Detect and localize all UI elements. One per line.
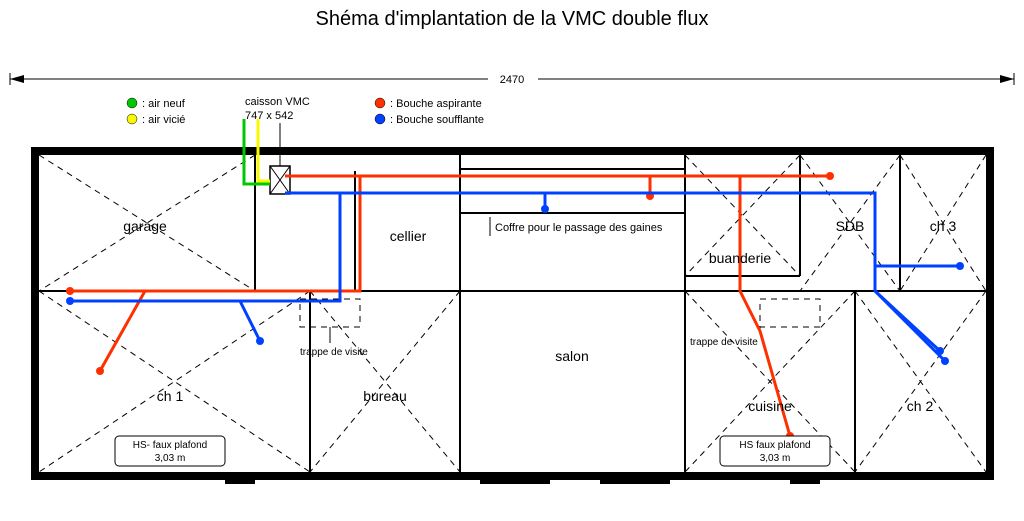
svg-text:3,03 m: 3,03 m: [155, 453, 186, 464]
room-ch3: ch 3: [930, 218, 957, 234]
hs-box-right: HS faux plafond 3,03 m: [720, 436, 830, 466]
trappe-left-label: trappe de visite: [300, 347, 368, 358]
ceiling-diagonals: [39, 155, 986, 472]
room-cuisine: cuisine: [748, 398, 792, 414]
ducts-blue: [70, 193, 960, 361]
room-ch1: ch 1: [157, 388, 184, 404]
outer-wall: [35, 151, 990, 476]
svg-text:747 x 542: 747 x 542: [245, 110, 293, 122]
air-neuf-icon: [127, 98, 137, 108]
bouche-soufflante-label: : Bouche soufflante: [390, 114, 484, 126]
room-garage: garage: [123, 218, 167, 234]
room-salon: salon: [555, 348, 588, 364]
room-ch2: ch 2: [907, 398, 934, 414]
room-bureau: bureau: [363, 388, 407, 404]
interior-walls: [39, 155, 986, 472]
bouche-aspirante-label: : Bouche aspirante: [390, 98, 482, 110]
dim-overall-label: 2470: [500, 74, 524, 86]
caisson-vmc-box: [270, 166, 290, 194]
svg-text:HS- faux plafond: HS- faux plafond: [133, 440, 208, 451]
air-vicie-icon: [127, 114, 137, 124]
floorplan-diagram: 2470 : air neuf : air vicié caisson VMC …: [0, 31, 1024, 521]
svg-text:3,03 m: 3,03 m: [760, 453, 791, 464]
dimension-overall: 2470: [10, 71, 1014, 87]
room-buanderie: buanderie: [709, 250, 771, 266]
bouche-soufflante-icon: [375, 114, 385, 124]
legend-left: : air neuf : air vicié: [127, 98, 186, 126]
svg-text:caisson VMC: caisson VMC: [245, 96, 310, 108]
room-sdb: SDB: [836, 218, 865, 234]
legend-right: : Bouche aspirante : Bouche soufflante: [375, 98, 484, 126]
page-title: Shéma d'implantation de la VMC double fl…: [0, 0, 1024, 31]
ducts-red: [70, 176, 830, 436]
svg-text:HS faux plafond: HS faux plafond: [739, 440, 810, 451]
bouche-aspirante-icon: [375, 98, 385, 108]
coffre-label: Coffre pour le passage des gaines: [495, 222, 663, 234]
hs-box-left: HS- faux plafond 3,03 m: [115, 436, 225, 466]
room-cellier: cellier: [390, 228, 427, 244]
air-neuf-label: : air neuf: [142, 98, 186, 110]
air-vicie-label: : air vicié: [142, 114, 185, 126]
trappe-right-label: trappe de visite: [690, 337, 758, 348]
trappe-right: [760, 299, 820, 327]
